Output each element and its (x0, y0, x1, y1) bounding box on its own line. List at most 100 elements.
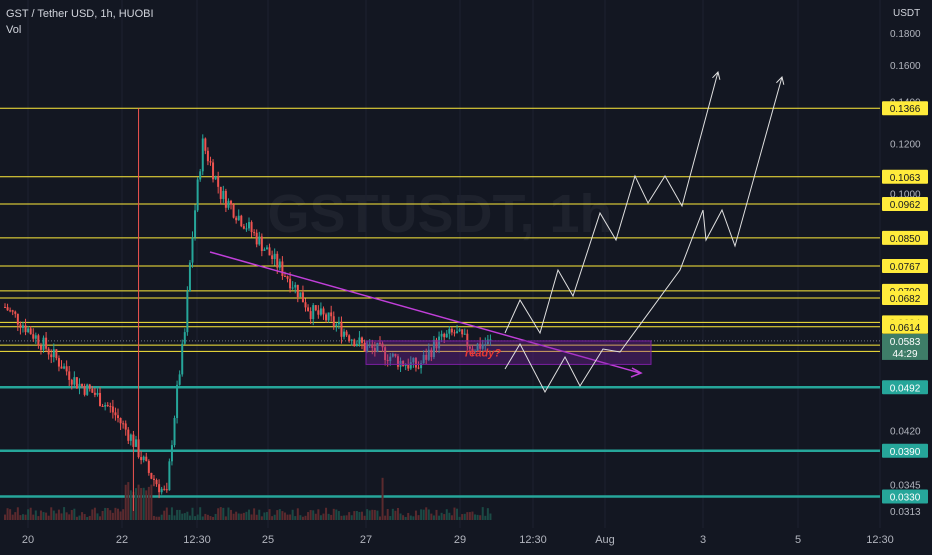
volume-bar (358, 511, 361, 520)
candle-body (6, 307, 9, 311)
volume-bar (68, 514, 71, 520)
candle-body (291, 287, 294, 289)
volume-indicator-label[interactable]: Vol (6, 24, 22, 36)
candle-body (450, 328, 453, 333)
candle-body (376, 342, 379, 352)
candle-body (368, 344, 371, 346)
candle-body (142, 456, 145, 461)
volume-bar (330, 514, 333, 520)
candle-body (39, 345, 42, 350)
candle-body (355, 343, 358, 347)
volume-bar (134, 488, 137, 520)
candle-body (391, 353, 394, 357)
volume-bar (201, 516, 204, 520)
volume-bar (104, 507, 107, 520)
volume-bar (378, 516, 381, 520)
candle-body (317, 310, 320, 315)
candle-body (88, 384, 91, 389)
projection-arrowhead (776, 75, 785, 85)
volume-bar (158, 516, 161, 520)
descending-trendline[interactable] (209, 251, 641, 374)
volume-bar (319, 515, 322, 520)
volume-bar (420, 509, 423, 520)
candle-body (57, 358, 60, 367)
price-tick-label: 0.1800 (890, 29, 921, 40)
volume-bar (224, 516, 227, 520)
volume-bar (93, 507, 96, 520)
candle-body (55, 349, 58, 359)
volume-bar (32, 514, 35, 520)
volume-bar (101, 510, 104, 520)
countdown-text: 44:29 (892, 349, 917, 360)
resistance-price-badge-text: 0.0767 (890, 262, 921, 273)
candle-body (363, 342, 366, 352)
volume-bar (389, 516, 392, 520)
volume-bar (481, 507, 484, 520)
volume-bar (83, 514, 86, 520)
volume-bar (24, 514, 27, 520)
resistance-price-badge[interactable] (882, 291, 928, 306)
candle-body (381, 343, 384, 348)
candle-body (440, 333, 443, 337)
volume-bar (384, 515, 387, 520)
volume-bar (440, 512, 443, 520)
candle-body (230, 200, 233, 205)
candle-body (111, 406, 114, 413)
volume-bar (222, 507, 225, 520)
resistance-price-badge[interactable] (882, 319, 928, 334)
resistance-price-badge[interactable] (882, 258, 928, 273)
time-axis[interactable] (0, 528, 932, 550)
candle-body (155, 479, 158, 485)
volume-bar (250, 514, 253, 520)
volume-bar (14, 512, 17, 520)
volume-bar (248, 509, 250, 520)
resistance-price-badge[interactable] (882, 101, 928, 116)
candle-body (425, 354, 428, 360)
volume-bar (291, 509, 294, 520)
time-tick-label: 25 (262, 534, 274, 546)
price-tick-label: 0.1600 (890, 61, 921, 72)
volume-bar (404, 516, 407, 520)
resistance-price-badge-text: 0.1063 (890, 173, 921, 184)
volume-bar (409, 515, 412, 520)
candle-body (127, 429, 130, 441)
volume-bar (468, 512, 471, 520)
support-price-badge[interactable] (882, 489, 928, 504)
candle-body (129, 434, 132, 441)
candle-body (145, 456, 148, 461)
volume-bar (486, 508, 489, 520)
resistance-price-badge[interactable] (882, 230, 928, 245)
volume-bar (114, 507, 117, 520)
candle-body (165, 489, 168, 491)
volume-bar (119, 511, 122, 520)
volume-bar (196, 514, 199, 520)
volume-bar (147, 486, 150, 520)
volume-bar (438, 515, 441, 520)
candle-body (299, 292, 302, 298)
volume-bar (129, 490, 132, 520)
time-tick-label: 22 (116, 534, 128, 546)
price-tick-label: 0.1200 (890, 140, 921, 151)
resistance-price-badge[interactable] (882, 169, 928, 184)
candle-body (445, 333, 448, 338)
resistance-price-badge[interactable] (882, 197, 928, 212)
price-axis[interactable] (881, 0, 932, 550)
projection-path-a[interactable] (504, 71, 719, 335)
projection-path-b[interactable] (504, 76, 783, 394)
candle-body (296, 284, 299, 298)
support-price-badge[interactable] (882, 443, 928, 458)
time-tick-label: Aug (595, 534, 615, 546)
volume-bar (16, 507, 19, 520)
volume-bar (350, 515, 353, 520)
candle-body (232, 204, 235, 218)
volume-bar (260, 516, 263, 520)
candle-body (178, 374, 181, 385)
candle-body (443, 333, 446, 338)
accumulation-zone[interactable] (365, 340, 652, 365)
support-price-badge[interactable] (882, 380, 928, 395)
support-price-badge-text: 0.0390 (890, 447, 921, 458)
last-price-badge[interactable] (882, 333, 928, 360)
candle-body (476, 343, 479, 351)
